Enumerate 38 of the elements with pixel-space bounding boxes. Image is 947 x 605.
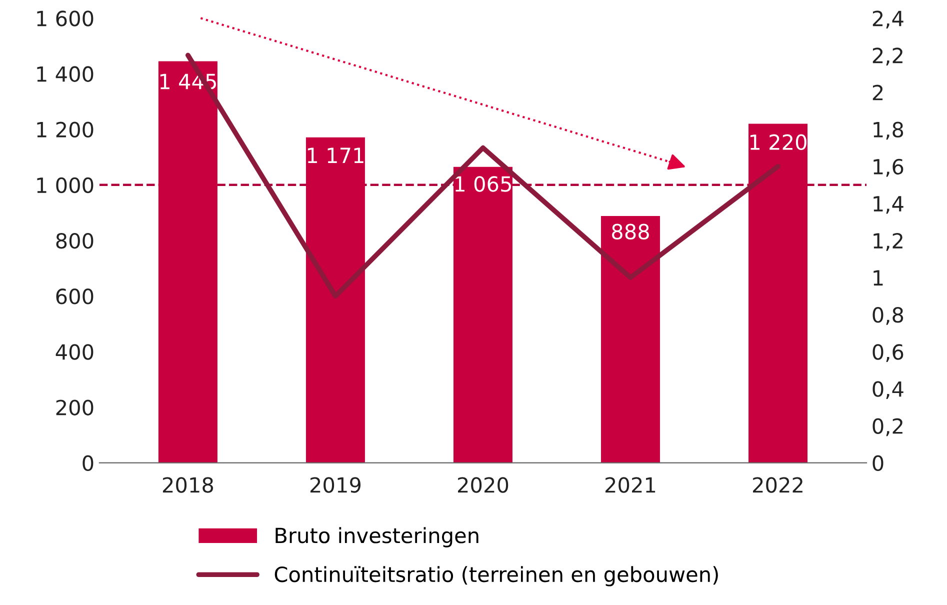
y2-tick-label: 0,6	[872, 344, 904, 362]
y-tick-label: 800	[56, 232, 94, 249]
x-tick-label: 2022	[753, 477, 802, 493]
legend-label: Bruto investeringen	[276, 527, 478, 548]
y2-tick-label: 2,2	[872, 48, 902, 66]
y2-tick-label: 0,8	[872, 307, 904, 325]
y-tick-label: 600	[56, 288, 94, 304]
legend-label: Continuïteitsratio (terreinen en gebouwen)	[274, 566, 718, 586]
y-tick-label: 1 400	[37, 66, 94, 82]
y2-tick-label: 0,4	[872, 381, 904, 400]
y2-tick-label: 2	[872, 84, 883, 100]
y-tick-label: 1 600	[37, 10, 94, 26]
data-label: 888	[612, 224, 649, 240]
x-tick-label: 2021	[606, 477, 656, 493]
y2-tick-label: 1,2	[874, 232, 902, 251]
y-tick-label: 1 000	[37, 177, 94, 194]
y-tick-label: 200	[56, 400, 94, 416]
bar	[158, 61, 218, 463]
y2-tick-label: 0,2	[872, 418, 902, 436]
data-label: 1 171	[308, 148, 364, 163]
x-tick-label: 2019	[310, 477, 360, 493]
y2-tick-label: 1	[874, 270, 883, 286]
y2-tick-label: 1,8	[874, 122, 904, 140]
y-tick-label: 400	[56, 344, 94, 360]
bar	[748, 124, 808, 463]
y2-tick-label: 0	[872, 455, 884, 472]
data-label: 1 220	[750, 134, 806, 150]
y2-tick-label: 2,4	[872, 10, 904, 28]
y-tick-label: 0	[82, 455, 94, 472]
y2-tick-label: 1,4	[874, 196, 904, 214]
data-label: 1 065	[455, 176, 511, 192]
x-tick-label: 2018	[162, 477, 214, 493]
x-tick-label: 2020	[458, 477, 508, 493]
y2-tick-label: 1,6	[874, 158, 904, 177]
bar	[453, 166, 512, 463]
bar	[306, 137, 365, 463]
y-tick-label: 1 200	[37, 122, 94, 138]
bar	[600, 216, 660, 463]
